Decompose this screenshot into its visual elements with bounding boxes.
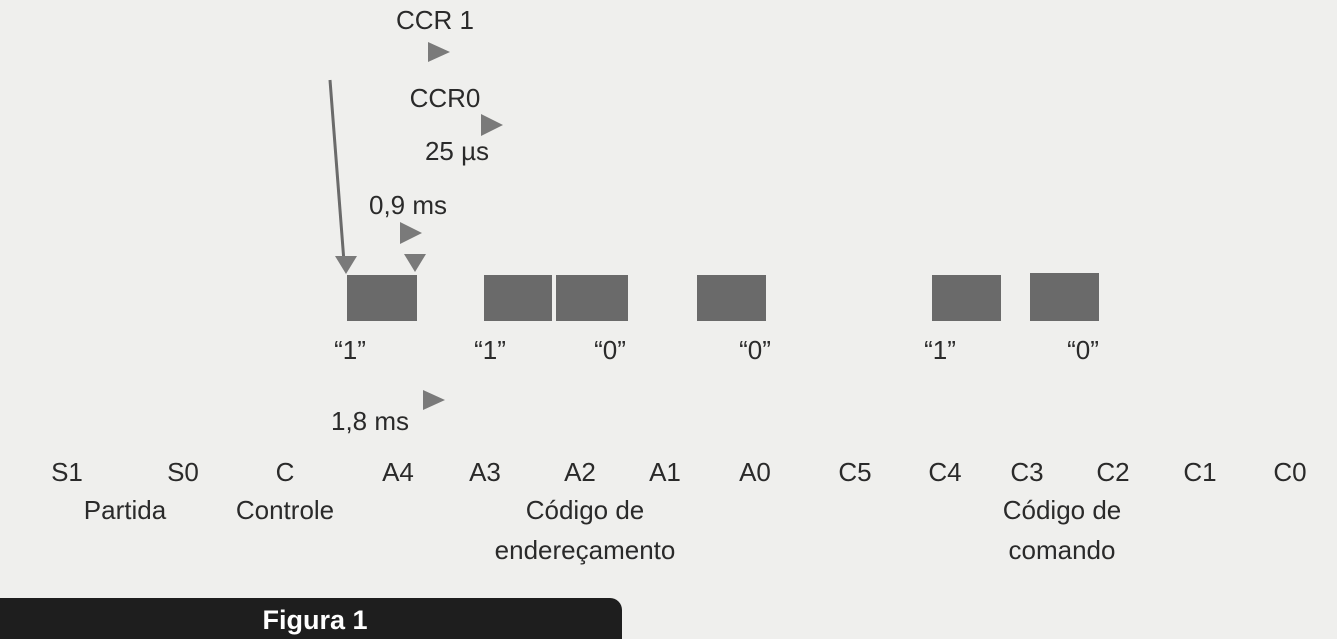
pulse-width-label: 0,9 ms	[369, 190, 447, 220]
bit-name: A2	[564, 457, 596, 487]
bit-name: C2	[1096, 457, 1129, 487]
pointer-line	[328, 79, 346, 263]
bit-name: C3	[1010, 457, 1043, 487]
period-label: 25 µs	[425, 136, 489, 166]
bit-name: A3	[469, 457, 501, 487]
bit-name: S0	[167, 457, 199, 487]
group-label: comando	[1009, 535, 1116, 565]
bit-value: “0”	[1067, 335, 1099, 365]
arrow-head	[404, 254, 426, 272]
bit-name: C0	[1273, 457, 1306, 487]
group-label: Partida	[84, 495, 167, 525]
bit-name: A4	[382, 457, 414, 487]
arrow-head	[423, 390, 445, 410]
group-label: endereçamento	[495, 535, 676, 565]
arrow-head	[400, 222, 422, 244]
group-label: Controle	[236, 495, 334, 525]
bit-names: S1 S0 C A4 A3 A2 A1 A0 C5 C4 C3 C2 C1 C0	[51, 457, 1307, 487]
caption: Figura 1	[262, 605, 367, 635]
bit-name: C	[276, 457, 295, 487]
bit-time-label: 1,8 ms	[331, 406, 409, 436]
pulse	[1030, 273, 1099, 321]
bit-value: “0”	[594, 335, 626, 365]
pulse	[347, 275, 417, 321]
pulse	[484, 275, 552, 321]
bit-value: “1”	[474, 335, 506, 365]
caption-bar	[0, 598, 622, 639]
bit-name: C1	[1183, 457, 1216, 487]
group-labels: Partida Controle Código de endereçamento Cód…	[84, 495, 1121, 565]
arrow-head	[428, 42, 450, 62]
bit-name: S1	[51, 457, 83, 487]
ccr0-label: CCR0	[410, 83, 481, 113]
pulse	[932, 275, 1001, 321]
group-label: Código de	[1003, 495, 1122, 525]
bit-value: “0”	[739, 335, 771, 365]
bit-name: A1	[649, 457, 681, 487]
bit-name: C4	[928, 457, 961, 487]
bit-values: “1” “1” “0” “0” “1” “0”	[334, 335, 1099, 365]
bit-value: “1”	[334, 335, 366, 365]
pulse	[556, 275, 628, 321]
pulse	[697, 275, 766, 321]
ccr1-label: CCR 1	[396, 5, 474, 35]
bit-name: A0	[739, 457, 771, 487]
bit-name: C5	[838, 457, 871, 487]
arrow-head	[335, 256, 357, 274]
group-label: Código de	[526, 495, 645, 525]
bit-value: “1”	[924, 335, 956, 365]
arrow-head	[481, 114, 503, 136]
